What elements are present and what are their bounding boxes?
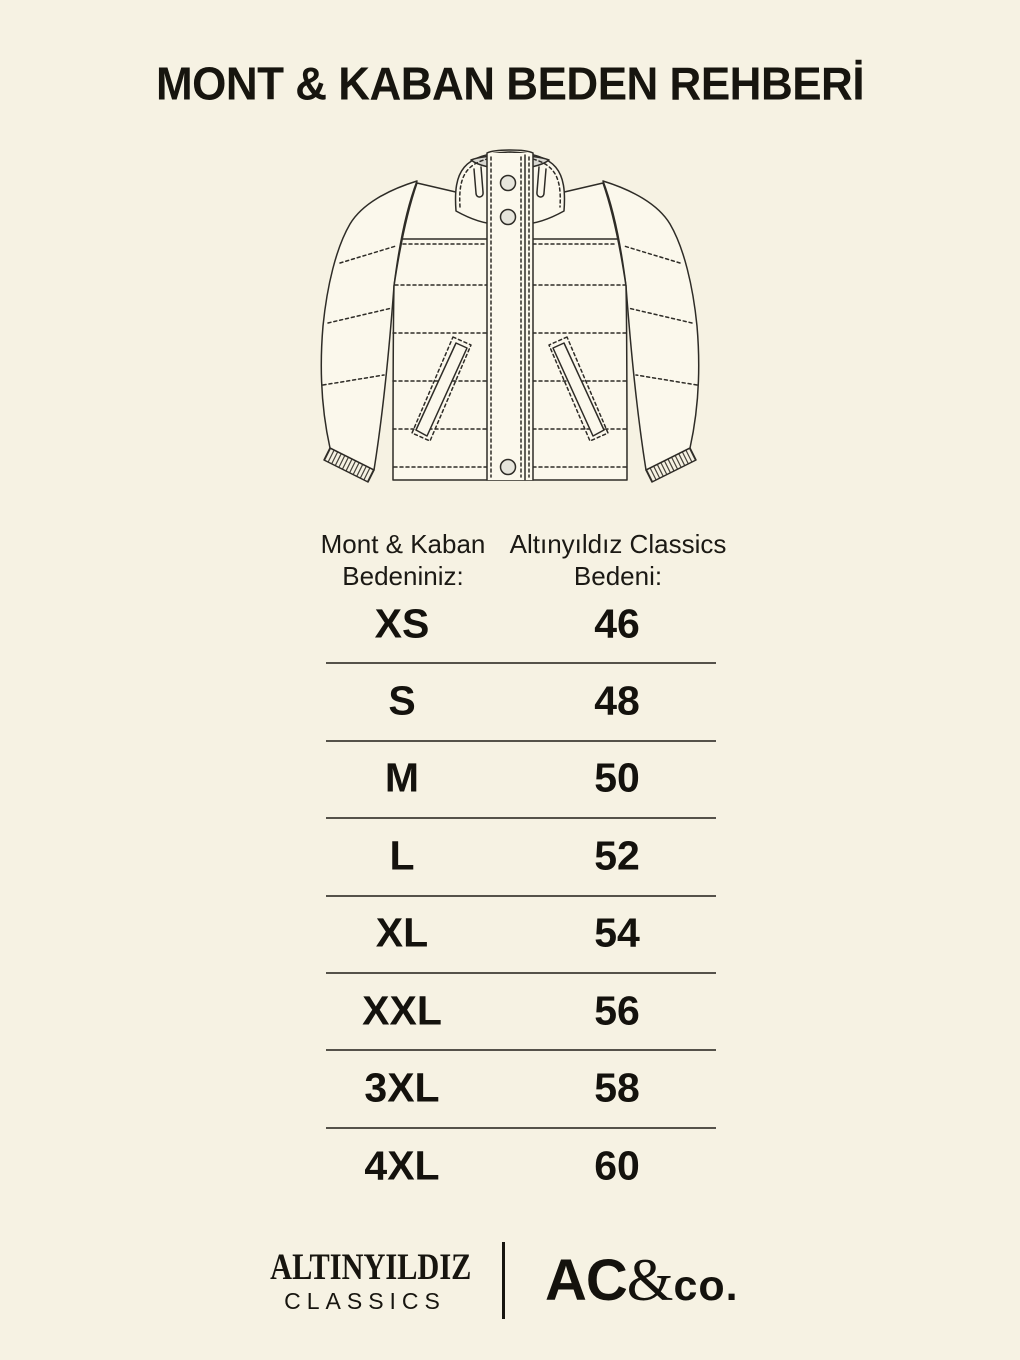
size-label: M (384, 755, 420, 802)
logo-co-text: co. (673, 1262, 739, 1310)
table-row: 4XL 60 (326, 1129, 716, 1206)
table-row: L 52 (326, 819, 716, 897)
column-header-line: Altınyıldız Classics (509, 529, 727, 559)
size-value: 52 (594, 832, 640, 879)
ac-co-logo: AC & co. (545, 1246, 739, 1315)
size-value: 48 (594, 677, 640, 724)
puffer-jacket-illustration (310, 145, 710, 505)
size-value: 54 (594, 909, 640, 956)
size-label: XL (375, 909, 429, 956)
size-table: XS 46 S 48 M 50 L 52 XL 54 XXL 56 3XL 58… (326, 587, 716, 1206)
puffer-jacket-drawing (320, 149, 700, 483)
size-label: XS (374, 600, 430, 647)
logo-divider (502, 1242, 505, 1319)
table-row: XL 54 (326, 897, 716, 974)
column-header-line: Bedeniniz: (342, 561, 464, 591)
brand-sub-text: CLASSICS (284, 1288, 446, 1314)
size-label: S (388, 677, 416, 724)
logo-ampersand: & (626, 1247, 674, 1313)
page-title: MONT & KABAN BEDEN REHBERİ (155, 58, 865, 110)
brand-name-text: ALTINYILDIZ (270, 1247, 472, 1288)
size-label: L (389, 832, 415, 879)
column-header-line: Bedeni: (573, 561, 663, 591)
size-label: XXL (362, 987, 442, 1034)
size-label: 4XL (364, 1142, 440, 1189)
size-label: 3XL (364, 1064, 440, 1111)
size-value: 60 (594, 1142, 640, 1189)
column-header-line: Mont & Kaban (320, 529, 486, 559)
logo-ac-text: AC (545, 1248, 628, 1313)
size-value: 50 (594, 755, 640, 802)
altinyildiz-classics-logo: ALTINYILDIZ CLASSICS (250, 1247, 474, 1314)
size-value: 46 (594, 600, 640, 647)
table-row: XS 46 (326, 587, 716, 665)
column-header-your-size: Mont & Kaban Bedeniniz: (283, 528, 523, 592)
table-row: M 50 (326, 742, 716, 820)
size-value: 58 (594, 1064, 640, 1111)
table-row: XXL 56 (326, 974, 716, 1052)
table-row: 3XL 58 (326, 1051, 716, 1129)
column-header-brand-size: Altınyıldız Classics Bedeni: (478, 528, 758, 592)
table-row: S 48 (326, 664, 716, 742)
size-value: 56 (594, 987, 640, 1034)
